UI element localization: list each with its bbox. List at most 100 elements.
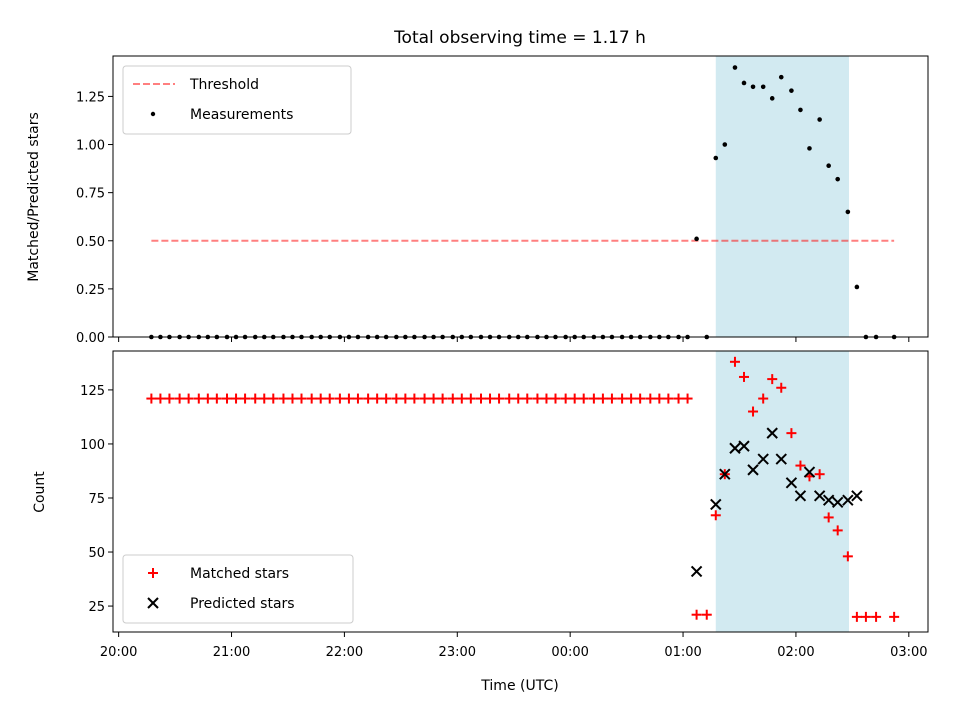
x-tick-label: 00:00: [551, 645, 588, 660]
data-point: [343, 393, 354, 404]
data-point: [854, 284, 860, 290]
data-point: [146, 393, 157, 404]
bottom-plot-area: 25 50 75 100 125 20:00 21:00 22:00 23:00 00:00 01:…: [80, 350, 929, 660]
bottom-axes-frame: [112, 350, 929, 633]
data-point: [400, 393, 411, 404]
data-point: [372, 393, 383, 404]
data-point: [845, 209, 851, 215]
data-point: [437, 393, 448, 404]
data-point: [211, 393, 222, 404]
data-point: [738, 440, 750, 452]
data-point: [193, 393, 204, 404]
data-point: [673, 393, 684, 404]
data-point: [766, 427, 778, 439]
data-point: [803, 466, 816, 478]
data-point: [541, 393, 552, 404]
data-point: [654, 393, 665, 404]
data-point: [428, 393, 439, 404]
matched-stars-legend-label: Matched stars: [190, 566, 289, 582]
bottom-highlight-span: [715, 351, 849, 632]
x-tick-label: 01:00: [664, 645, 701, 660]
data-point: [691, 609, 702, 620]
data-point: [447, 393, 458, 404]
top-y-tick-label: 1.25: [76, 90, 105, 105]
data-point: [419, 393, 430, 404]
data-point: [278, 393, 289, 404]
top-axes-frame: [112, 55, 929, 338]
top-legend-frame: [122, 65, 352, 135]
data-point: [381, 393, 392, 404]
data-point: [391, 393, 402, 404]
data-point: [663, 393, 674, 404]
data-point: [164, 393, 175, 404]
data-point: [822, 494, 835, 506]
data-point: [485, 393, 496, 404]
top-y-tick-label: 0.25: [76, 283, 105, 298]
top-highlight-span: [715, 56, 849, 337]
data-point: [231, 393, 242, 404]
x-tick-label: 20:00: [100, 645, 137, 660]
data-point: [296, 393, 307, 404]
data-point: [710, 510, 721, 521]
data-point: [871, 611, 882, 622]
data-point: [860, 611, 871, 622]
data-point: [259, 393, 270, 404]
data-point: [747, 464, 759, 476]
data-point: [798, 107, 803, 113]
top-y-axis-label: Matched/Predicted stars: [26, 112, 42, 282]
bottom-y-tick-label: 25: [88, 600, 105, 615]
data-point: [767, 374, 778, 385]
data-point: [710, 498, 722, 511]
x-tick-label: 21:00: [213, 645, 250, 660]
top-legend: Threshold Measurements: [122, 65, 352, 135]
data-point: [823, 512, 834, 523]
data-point: [494, 393, 505, 404]
data-point: [842, 494, 854, 506]
data-point: [635, 393, 646, 404]
data-point: [202, 393, 213, 404]
data-point: [769, 96, 775, 101]
data-point: [409, 393, 420, 404]
bottom-series-predicted-stars: [690, 427, 863, 578]
bottom-series-matched-stars: [146, 356, 900, 622]
bottom-legend: Matched stars Predicted stars: [122, 554, 354, 624]
data-point: [701, 609, 712, 620]
data-point: [750, 84, 756, 90]
data-point: [778, 74, 784, 80]
data-point: [814, 469, 825, 480]
data-point: [682, 393, 693, 404]
data-point: [465, 393, 476, 404]
data-point: [732, 65, 738, 70]
top-y-tick-label: 1.00: [76, 139, 105, 154]
data-point: [578, 393, 589, 404]
bottom-legend-frame: [122, 554, 354, 624]
data-point: [306, 393, 317, 404]
data-point: [532, 393, 543, 404]
data-point: [694, 236, 699, 242]
data-point: [363, 393, 374, 404]
data-point: [155, 393, 166, 404]
data-point: [645, 393, 656, 404]
data-point: [569, 393, 580, 404]
data-point: [588, 393, 599, 404]
data-point: [597, 393, 608, 404]
measurements-legend-label: Measurements: [190, 107, 293, 123]
data-point: [851, 490, 863, 502]
predicted-stars-legend-swatch: [147, 597, 159, 609]
data-point: [334, 393, 345, 404]
data-point: [522, 393, 533, 404]
x-tick-label: 23:00: [439, 645, 476, 660]
data-point: [831, 496, 844, 509]
data-point: [504, 393, 515, 404]
data-point: [826, 163, 831, 169]
data-point: [794, 490, 807, 502]
data-point: [835, 176, 840, 182]
data-point: [617, 393, 628, 404]
data-point: [456, 393, 467, 404]
top-y-tick-label: 0.50: [76, 235, 105, 250]
x-tick-label: 22:00: [326, 645, 363, 660]
data-point: [842, 551, 853, 562]
data-point: [324, 393, 335, 404]
predicted-stars-legend-label: Predicted stars: [190, 596, 295, 612]
